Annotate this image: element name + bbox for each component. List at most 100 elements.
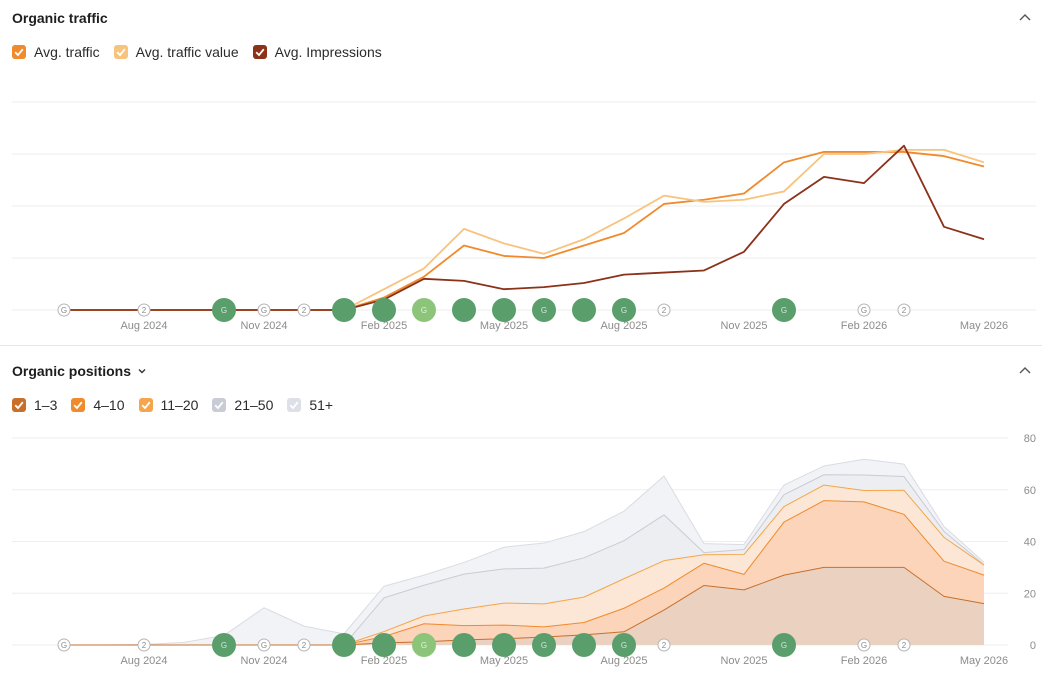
update-marker-label: 2	[302, 641, 307, 650]
update-marker	[137, 303, 151, 317]
checkbox-checked-icon[interactable]	[71, 398, 86, 412]
update-marker	[657, 303, 671, 317]
update-marker	[657, 638, 671, 652]
legend-pos-51-plus[interactable]: 51+	[287, 397, 333, 413]
x-tick-label: Aug 2024	[120, 655, 167, 667]
x-tick-label: Aug 2025	[600, 320, 647, 332]
update-marker	[857, 303, 871, 317]
y-tick-label: 20	[1024, 588, 1036, 600]
google-update-marker	[452, 298, 476, 322]
x-tick-label: Nov 2024	[240, 655, 287, 667]
x-tick-label: Aug 2024	[120, 320, 167, 332]
update-marker	[297, 303, 311, 317]
google-update-marker	[372, 298, 396, 322]
google-update-marker	[772, 633, 796, 657]
google-update-marker	[572, 298, 596, 322]
positions-legend: 1–3 4–10 11–20 21–50 51+	[12, 397, 333, 413]
collapse-traffic-icon[interactable]	[1018, 11, 1032, 25]
google-update-marker	[492, 633, 516, 657]
google-update-marker-label: G	[621, 306, 627, 315]
update-marker	[297, 638, 311, 652]
organic-positions-title[interactable]: Organic positions	[12, 363, 147, 379]
update-marker-label: 2	[302, 306, 307, 315]
legend-label: 11–20	[160, 397, 199, 413]
legend-label: Avg. traffic value	[135, 44, 239, 60]
update-marker-label: G	[61, 306, 67, 315]
google-update-marker	[452, 633, 476, 657]
legend-label: 1–3	[34, 397, 58, 413]
update-marker	[857, 638, 871, 652]
update-marker-label: 2	[662, 641, 667, 650]
google-update-marker-label: G	[541, 306, 547, 315]
x-tick-label: Feb 2026	[841, 320, 887, 332]
google-update-marker	[572, 633, 596, 657]
legend-pos-1-3[interactable]: 1–3	[12, 397, 57, 413]
update-marker-label: G	[861, 306, 867, 315]
series-line	[64, 148, 985, 311]
y-tick-label: 80	[1024, 433, 1036, 445]
google-update-marker	[212, 633, 236, 657]
update-marker-label: 2	[662, 306, 667, 315]
google-update-marker	[212, 298, 236, 322]
legend-pos-4-10[interactable]: 4–10	[71, 397, 125, 413]
update-marker-label: 2	[142, 641, 147, 650]
checkbox-checked-icon[interactable]	[212, 398, 227, 412]
legend-label: Avg. traffic	[34, 44, 100, 60]
legend-pos-11-20[interactable]: 11–20	[138, 397, 199, 413]
legend-label: Avg. Impressions	[274, 44, 382, 60]
checkbox-checked-icon[interactable]	[287, 398, 302, 412]
y-tick-label: 40	[1024, 537, 1036, 549]
x-tick-label: Nov 2025	[720, 320, 767, 332]
legend-pos-21-50[interactable]: 21–50	[212, 397, 273, 413]
positions-chart[interactable]: 0 20 40 60 80 G G G G G G 2 G 2 2 G 2 Aug 2024 Nov 2024 Feb…	[0, 430, 1042, 670]
update-marker-label: G	[261, 641, 267, 650]
x-tick-label: May 2025	[480, 655, 528, 667]
x-tick-label: Nov 2024	[240, 320, 287, 332]
x-tick-label: May 2026	[960, 655, 1008, 667]
collapse-positions-icon[interactable]	[1018, 364, 1032, 378]
google-update-marker-label: G	[541, 641, 547, 650]
update-marker-label: 2	[902, 306, 907, 315]
checkbox-checked-icon[interactable]	[252, 45, 267, 59]
google-update-marker	[412, 633, 436, 657]
google-update-marker-label: G	[221, 306, 227, 315]
section-divider	[0, 345, 1042, 346]
checkbox-checked-icon[interactable]	[113, 45, 128, 59]
checkbox-checked-icon[interactable]	[12, 398, 26, 412]
traffic-legend: Avg. traffic Avg. traffic value Avg. Imp…	[12, 44, 382, 60]
google-update-marker-label: G	[221, 641, 227, 650]
update-marker	[57, 303, 71, 317]
update-marker-label: 2	[902, 641, 907, 650]
x-tick-label: Aug 2025	[600, 655, 647, 667]
google-update-marker	[372, 633, 396, 657]
traffic-chart[interactable]: G G G G G G 2 G 2 2 G 2 Aug 2024 Nov 2024 Feb 2025 May …	[0, 80, 1042, 340]
y-tick-label: 60	[1024, 485, 1036, 497]
google-update-marker	[612, 298, 636, 322]
update-marker-label: G	[861, 641, 867, 650]
series-area	[64, 567, 984, 645]
legend-label: 4–10	[93, 397, 125, 413]
update-marker-label: G	[61, 641, 67, 650]
chevron-down-icon[interactable]	[137, 366, 147, 376]
checkbox-checked-icon[interactable]	[138, 398, 153, 412]
google-update-marker-label: G	[621, 641, 627, 650]
google-update-marker-label: G	[421, 641, 427, 650]
x-tick-label: Feb 2025	[361, 320, 407, 332]
organic-traffic-title: Organic traffic	[12, 10, 108, 26]
checkbox-checked-icon[interactable]	[12, 45, 26, 59]
google-update-marker	[532, 633, 556, 657]
x-tick-label: Feb 2026	[841, 655, 887, 667]
legend-label: 51+	[309, 397, 334, 413]
legend-avg-impressions[interactable]: Avg. Impressions	[252, 44, 382, 60]
x-tick-label: Feb 2025	[361, 655, 407, 667]
legend-label: 21–50	[234, 397, 274, 413]
update-marker-label: G	[261, 306, 267, 315]
x-tick-label: Nov 2025	[720, 655, 767, 667]
legend-avg-traffic-value[interactable]: Avg. traffic value	[113, 44, 239, 60]
google-update-marker-label: G	[781, 306, 787, 315]
google-update-marker-label: G	[421, 306, 427, 315]
x-tick-label: May 2026	[960, 320, 1008, 332]
update-marker	[137, 638, 151, 652]
update-marker	[257, 303, 271, 317]
legend-avg-traffic[interactable]: Avg. traffic	[12, 44, 100, 60]
